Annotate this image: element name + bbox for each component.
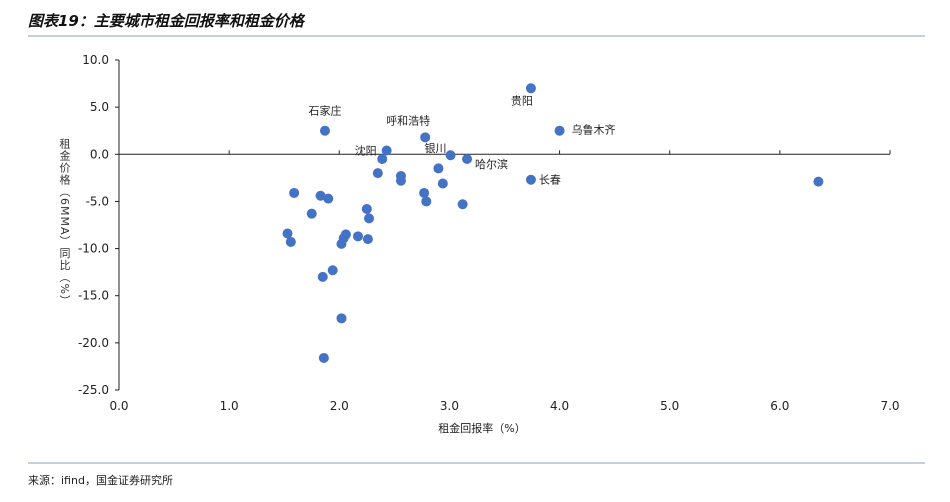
x-tick-label: 7.0 (880, 399, 899, 413)
point (457, 199, 468, 210)
point (437, 178, 448, 189)
y-axis-label: 租金价格（6MMA）同比（%） (58, 138, 71, 307)
point (317, 271, 328, 282)
y-tick-label: -5.0 (86, 194, 109, 208)
point (323, 193, 334, 204)
point (381, 145, 392, 156)
point-label: 沈阳 (355, 144, 377, 158)
point (525, 174, 536, 185)
point (362, 234, 373, 245)
y-tick-label: -25.0 (78, 383, 109, 397)
source: 来源：ifind，国金证券研究所 (28, 474, 173, 487)
y-tick-label: 5.0 (90, 100, 109, 114)
point-label: 贵阳 (511, 94, 533, 107)
point-label: 乌鲁木齐 (572, 123, 616, 137)
point (306, 208, 317, 219)
point (813, 176, 824, 187)
x-tick-label: 3.0 (440, 399, 459, 413)
point (395, 175, 406, 186)
y-tick-label: -15.0 (78, 289, 109, 303)
point (377, 154, 388, 164)
x-tick-label: 1.0 (220, 399, 239, 413)
point (445, 150, 456, 161)
point (315, 190, 326, 201)
x-tick-label: 5.0 (660, 399, 679, 413)
chart-title: 图表19：主要城市租金回报率和租金价格 (28, 12, 304, 30)
y-tick-label: 10.0 (82, 53, 109, 67)
point (282, 228, 293, 239)
point (285, 236, 296, 247)
point (462, 154, 473, 164)
point (289, 187, 300, 198)
point (327, 265, 338, 276)
point (319, 125, 330, 136)
y-tick-label: -20.0 (78, 336, 109, 350)
point (421, 196, 432, 207)
point-label: 长春 (539, 174, 561, 187)
x-tick-label: 6.0 (770, 399, 789, 413)
point (318, 352, 329, 363)
y-tick-label: -10.0 (78, 242, 109, 256)
point (419, 187, 430, 198)
point (336, 238, 347, 249)
point (525, 83, 536, 94)
point (372, 168, 383, 179)
y-tick-label: 0.0 (90, 147, 109, 161)
point-label: 石家庄 (308, 104, 341, 118)
x-tick-label: 2.0 (330, 399, 349, 413)
point (420, 132, 431, 143)
x-tick-label: 0.0 (109, 399, 128, 413)
point (433, 163, 444, 174)
point (353, 231, 364, 242)
point-label: 呼和浩特 (386, 113, 430, 127)
x-tick-label: 4.0 (550, 399, 569, 413)
point (336, 313, 347, 324)
x-axis-label: 租金回报率（%） (438, 421, 525, 435)
point-label: 银川 (425, 141, 447, 155)
point (554, 125, 565, 136)
point (361, 203, 372, 214)
point (364, 213, 375, 224)
point-label: 哈尔滨 (475, 157, 508, 171)
